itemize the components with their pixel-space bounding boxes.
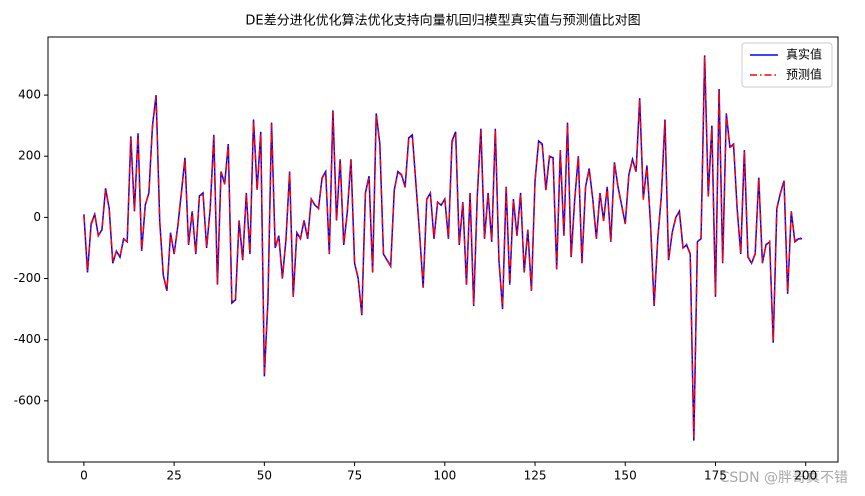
plot-frame xyxy=(47,36,839,463)
x-tick-label: 25 xyxy=(166,469,181,483)
y-tick-label: 200 xyxy=(18,149,41,163)
x-tick-label: 50 xyxy=(257,469,272,483)
watermark: CSDN @胖哥真不错 xyxy=(720,470,848,486)
y-tick-label: -600 xyxy=(14,393,41,407)
x-tick-label: 200 xyxy=(794,469,817,483)
x-tick-label: 125 xyxy=(524,469,547,483)
chart-title: DE差分进化优化算法优化支持向量机回归模型真实值与预测值比对图 xyxy=(245,13,640,29)
x-tick-label: 175 xyxy=(704,469,727,483)
legend-box xyxy=(741,42,833,88)
x-tick-label: 100 xyxy=(433,469,456,483)
x-tick-label: 75 xyxy=(347,469,362,483)
x-tick-label: 150 xyxy=(614,469,637,483)
x-tick-label: 0 xyxy=(80,469,88,483)
y-tick-label: 400 xyxy=(18,88,41,102)
legend-label: 真实值 xyxy=(786,47,822,62)
y-tick-label: -200 xyxy=(14,271,41,285)
y-tick-label: 0 xyxy=(33,210,41,224)
legend-label: 预测值 xyxy=(786,67,822,82)
y-tick-label: -400 xyxy=(14,332,41,346)
